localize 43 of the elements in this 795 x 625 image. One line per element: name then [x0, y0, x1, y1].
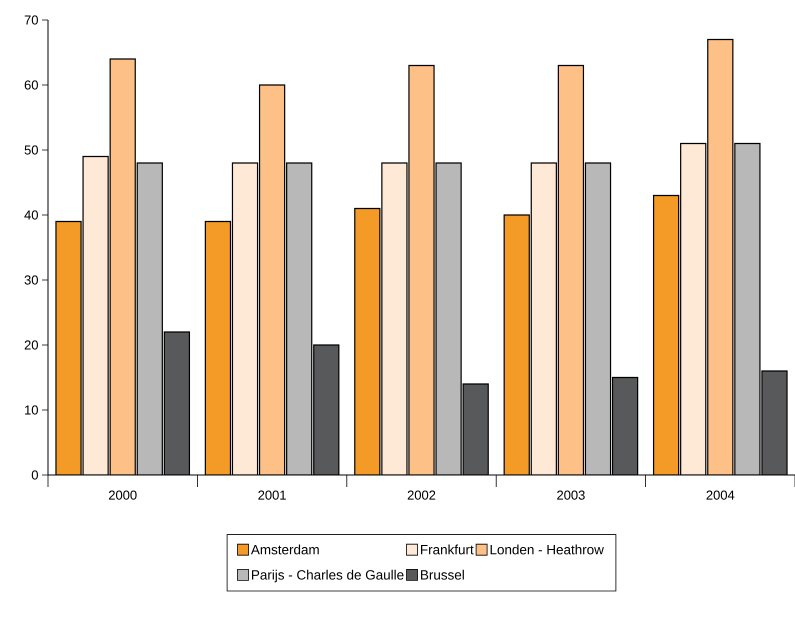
bar	[286, 162, 312, 476]
bar	[435, 162, 462, 476]
bar	[761, 370, 788, 476]
bar	[258, 84, 286, 476]
bar	[381, 162, 408, 476]
bar	[734, 142, 761, 476]
x-tick-label: 2001	[258, 490, 286, 500]
bar	[612, 376, 638, 476]
bar	[55, 220, 82, 476]
bar	[504, 214, 530, 476]
y-tick-label: 50	[24, 145, 38, 155]
bar	[530, 162, 557, 476]
y-tick-label: 70	[24, 15, 38, 25]
bar	[313, 344, 340, 476]
y-tick-label: 60	[24, 80, 38, 90]
bar	[408, 64, 435, 476]
x-tick-label: 2002	[408, 490, 436, 500]
x-tick-label: 2003	[557, 490, 585, 500]
legend-label: Londen - Heathrow	[490, 544, 604, 554]
bar	[680, 142, 706, 476]
bar	[652, 194, 680, 476]
y-tick-label: 10	[25, 405, 38, 415]
bar	[584, 162, 612, 476]
legend-label: Frankfurt	[421, 544, 474, 554]
x-tick-label: 2000	[108, 490, 137, 500]
bar	[82, 156, 109, 476]
y-tick-label: 40	[24, 210, 38, 220]
y-tick-label: 30	[24, 275, 38, 285]
x-tick-label: 2004	[706, 490, 734, 500]
legend-label: Amsterdam	[250, 544, 319, 554]
bar	[110, 58, 136, 476]
legend-label: Brussel	[421, 570, 464, 580]
legend-label: Parijs - Charles de Gaulle	[252, 570, 404, 582]
y-tick-label: 20	[24, 340, 38, 350]
bar	[232, 162, 258, 476]
y-tick-label: 0	[32, 470, 38, 480]
bar	[136, 162, 163, 476]
bar	[462, 383, 489, 476]
bar	[707, 38, 734, 476]
bar	[558, 64, 584, 476]
bar	[204, 220, 232, 476]
bar	[164, 331, 190, 476]
bar	[354, 208, 380, 476]
